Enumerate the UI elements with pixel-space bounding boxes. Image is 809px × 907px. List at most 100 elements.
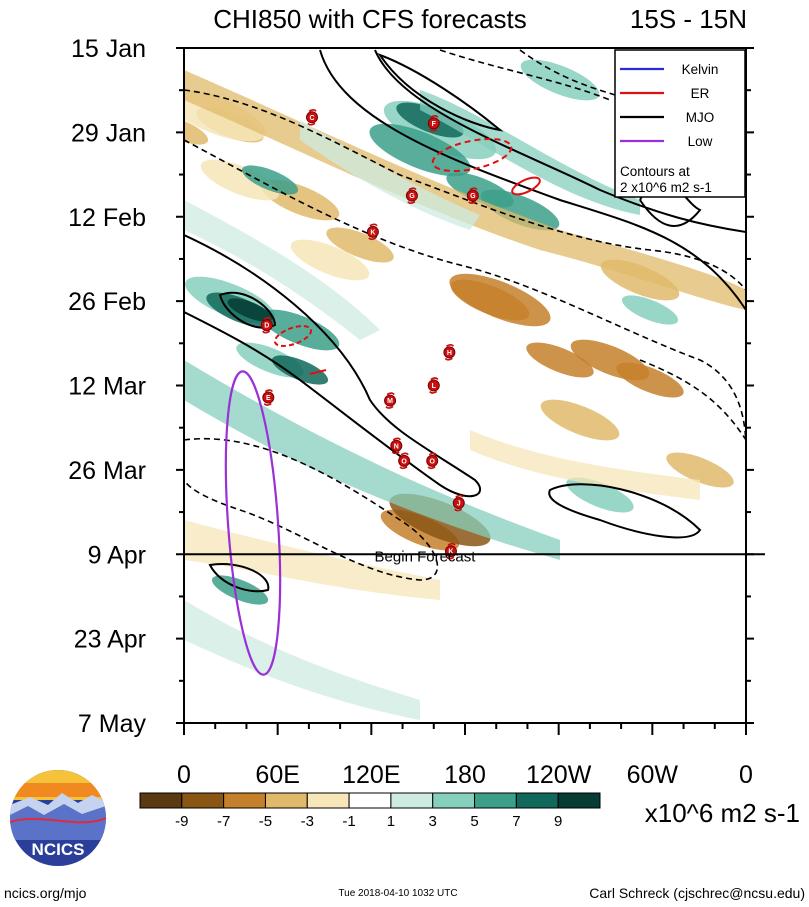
storm-letter: D (264, 323, 269, 330)
mjo-contour-dashed (519, 49, 616, 96)
storm-letter: C (309, 115, 314, 122)
footer-author: Carl Schreck (cjschrec@ncsu.edu) (589, 885, 805, 901)
storm-marker: L (427, 377, 440, 394)
er-contour-dashed (431, 137, 513, 173)
chart-subtitle-latitude: 15S - 15N (630, 4, 747, 34)
colorbar-units: x10^6 m2 s-1 (645, 798, 800, 828)
chart-title: CHI850 with CFS forecasts (213, 4, 527, 34)
storm-letter: K (448, 549, 453, 556)
storm-marker: O (398, 452, 411, 470)
colorbar-level: -3 (301, 813, 314, 830)
ncics-logo: NCICS (10, 770, 106, 866)
x-tick-label: 120E (342, 761, 400, 789)
mjo-contour-dashed (439, 49, 611, 101)
mjo-contour-solid (377, 52, 504, 132)
storm-marker: F (427, 115, 440, 132)
storm-letter: J (457, 501, 461, 508)
storm-marker: M (384, 392, 397, 409)
axis-ticks (176, 47, 754, 735)
footer-timestamp: Tue 2018-04-10 1032 UTC (338, 888, 457, 899)
y-tick-label: 29 Jan (71, 119, 146, 147)
colorbar-level: -9 (175, 813, 188, 830)
x-tick-label: 60W (627, 761, 679, 789)
storm-marker: D (260, 316, 273, 334)
x-tick-label: 60E (255, 761, 299, 789)
y-tick-label: 7 May (78, 710, 147, 738)
er-contours (273, 137, 541, 375)
mjo-contour-solid (548, 483, 702, 539)
x-tick-label: 0 (177, 761, 191, 789)
legend: Kelvin ER MJO Low Contours at 2 x10^6 m2 s-… (614, 49, 746, 198)
er-contour-dashed (273, 325, 313, 347)
y-tick-label: 15 Jan (71, 35, 146, 63)
y-axis-labels: 15 Jan 29 Jan 12 Feb 26 Feb 12 Mar 26 Mar 9 Ap… (68, 35, 146, 738)
er-contour-solid (511, 176, 541, 196)
storm-letter: E (266, 395, 271, 402)
mjo-contours-negative (184, 49, 746, 581)
storm-marker: E (262, 389, 275, 406)
x-tick-label: 180 (444, 761, 486, 789)
y-tick-label: 12 Feb (68, 204, 146, 232)
mjo-contour-solid (208, 563, 270, 593)
colorbar-level: 7 (512, 813, 520, 830)
legend-label: Kelvin (682, 62, 719, 77)
storm-letter: F (432, 121, 437, 128)
storm-marker: C (306, 109, 319, 126)
storm-letter: G (409, 193, 415, 200)
mjo-contour-solid (374, 49, 746, 233)
legend-note-line2: 2 x10^6 m2 s-1 (620, 180, 712, 195)
mjo-contour-dashed (184, 89, 746, 291)
colorbar-swatch (557, 792, 601, 809)
mjo-contour-solid (319, 49, 746, 311)
colorbar-level: -5 (259, 813, 272, 830)
legend-label: ER (691, 86, 710, 101)
colorbar-level: -1 (342, 813, 355, 830)
colorbar (139, 792, 601, 809)
mjo-contour-solid (218, 291, 277, 329)
y-tick-label: 9 Apr (88, 541, 146, 569)
mjo-contour-solid (184, 234, 482, 498)
legend-label: Low (688, 134, 713, 149)
colorbar-level: -7 (217, 813, 230, 830)
storm-marker: J (452, 494, 465, 512)
mjo-contour-dashed (184, 139, 746, 451)
x-tick-label: 120W (526, 761, 592, 789)
er-contour-fragment (309, 369, 327, 375)
low-contour (224, 370, 282, 676)
mjo-contours (184, 49, 746, 593)
x-tick-label: 0 (739, 761, 753, 789)
colorbar-swatch (223, 792, 266, 809)
storm-letter: O (401, 458, 407, 465)
storm-marker: G (405, 187, 418, 204)
storm-marker: O (426, 452, 439, 470)
storm-letter: M (387, 398, 393, 405)
y-tick-label: 12 Mar (68, 373, 146, 401)
colorbar-swatch (474, 792, 517, 809)
colorbar-swatch (306, 792, 350, 809)
storm-marker: K (366, 223, 379, 241)
legend-label: MJO (686, 110, 715, 125)
storm-marker: H (443, 344, 456, 361)
colorbar-swatch (432, 792, 476, 809)
storm-letter: L (432, 383, 437, 390)
colorbar-swatch (348, 792, 392, 809)
storm-letter: G (470, 193, 476, 200)
legend-note-line1: Contours at (620, 164, 690, 179)
y-tick-label: 26 Mar (68, 457, 146, 485)
forecast-label: Begin Forecast (375, 548, 477, 565)
colorbar-swatch (390, 792, 434, 809)
storm-letter: O (429, 458, 435, 465)
colorbar-swatch (515, 792, 559, 809)
colorbar-level: 1 (387, 813, 395, 830)
storm-letter: N (394, 443, 399, 450)
colorbar-swatch (139, 792, 183, 809)
y-tick-label: 26 Feb (68, 288, 146, 316)
colorbar-level: 5 (470, 813, 478, 830)
legend-box (614, 49, 746, 198)
storm-letter: H (447, 350, 452, 357)
x-axis-labels: 0 60E 120E 180 120W 60W 0 (177, 761, 753, 789)
footer-website: ncics.org/mjo (4, 885, 87, 901)
storm-letter: K (370, 229, 375, 236)
colorbar-level: 3 (429, 813, 437, 830)
